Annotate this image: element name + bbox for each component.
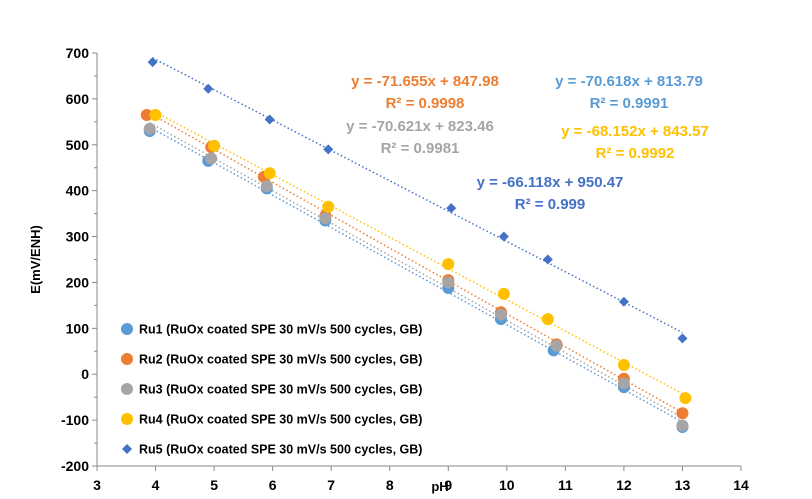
trendline-equation: y = -71.655x + 847.98 <box>351 73 499 90</box>
trendline <box>155 111 686 396</box>
data-point <box>677 333 688 344</box>
data-point <box>617 377 630 390</box>
data-point <box>446 203 457 214</box>
legend-marker <box>121 353 133 365</box>
data-points <box>140 57 692 433</box>
y-tick-label: -100 <box>61 412 89 428</box>
data-point <box>676 407 689 420</box>
y-axis-label: E(mV/ENH) <box>28 225 43 294</box>
trendline-r2: R² = 0.9991 <box>590 95 669 112</box>
data-point <box>323 144 334 155</box>
y-tick-label: 200 <box>66 274 90 290</box>
data-point <box>205 152 218 165</box>
y-tick-label: 700 <box>66 45 90 61</box>
legend-marker <box>121 383 133 395</box>
trendline-equation: y = -68.152x + 843.57 <box>561 123 709 140</box>
data-point <box>618 296 629 307</box>
trendline-equation: y = -70.618x + 813.79 <box>555 73 703 90</box>
trendline-r2: R² = 0.9998 <box>386 95 465 112</box>
x-tick-label: 14 <box>733 477 749 493</box>
data-point <box>617 359 630 372</box>
data-point <box>263 167 276 180</box>
x-tick-label: 13 <box>675 477 691 493</box>
data-point <box>147 57 158 68</box>
y-tick-label: 500 <box>66 137 90 153</box>
data-point <box>203 83 214 94</box>
trendline <box>149 122 683 419</box>
data-point <box>442 258 455 271</box>
trendline-r2: R² = 0.9992 <box>596 145 675 162</box>
data-point <box>140 108 153 121</box>
data-point <box>149 108 162 121</box>
trendline-r2: R² = 0.999 <box>515 196 585 213</box>
x-tick-label: 3 <box>93 477 101 493</box>
data-point <box>322 200 335 213</box>
x-tick-label: 12 <box>616 477 632 493</box>
data-point <box>208 139 221 152</box>
data-point <box>494 308 507 321</box>
data-point <box>264 114 275 125</box>
data-point <box>442 276 455 289</box>
trendline-equation: y = -66.118x + 950.47 <box>477 174 624 191</box>
data-point <box>542 254 553 265</box>
trendline-r2: R² = 0.9981 <box>381 140 460 157</box>
legend-label: Ru3 (RuOx coated SPE 30 mV/s 500 cycles,… <box>139 383 422 397</box>
x-tick-label: 7 <box>327 477 335 493</box>
legend-marker <box>121 413 133 425</box>
data-point <box>497 287 510 300</box>
x-tick-label: 10 <box>499 477 515 493</box>
y-tick-label: 600 <box>66 91 90 107</box>
data-point <box>676 419 689 432</box>
data-point <box>550 339 563 352</box>
y-tick-label: 100 <box>66 320 90 336</box>
x-tick-label: 6 <box>269 477 277 493</box>
trendline <box>152 57 683 334</box>
x-tick-label: 5 <box>210 477 218 493</box>
x-axis-label: pH <box>431 479 448 494</box>
x-tick-label: 11 <box>558 477 573 493</box>
legend-marker <box>121 323 133 335</box>
y-tick-label: -200 <box>61 458 89 474</box>
x-tick-label: 4 <box>152 477 160 493</box>
y-tick-label: 300 <box>66 229 90 245</box>
trendline-equation: y = -70.621x + 823.46 <box>346 118 494 135</box>
legend-label: Ru2 (RuOx coated SPE 30 mV/s 500 cycles,… <box>139 353 422 367</box>
y-tick-label: 0 <box>81 366 89 382</box>
data-point <box>498 231 509 242</box>
legend-label: Ru4 (RuOx coated SPE 30 mV/s 500 cycles,… <box>139 413 422 427</box>
trendline-equations: y = -70.618x + 813.79 R² = 0.9991 y = -71.… <box>346 73 709 213</box>
y-tick-label: 400 <box>66 183 90 199</box>
trendline <box>149 126 683 423</box>
legend-label: Ru1 (RuOx coated SPE 30 mV/s 500 cycles,… <box>139 323 422 337</box>
data-point <box>260 180 273 193</box>
axes: -200 -100 0 100 200 300 400 500 600 700 3 4 5 6 7 8 9 10 1… <box>61 45 749 493</box>
legend-marker <box>122 444 132 454</box>
data-point <box>319 212 332 225</box>
data-point <box>541 313 554 326</box>
legend: Ru1 (RuOx coated SPE 30 mV/s 500 cycles,… <box>121 323 422 457</box>
legend-label: Ru5 (RuOx coated SPE 30 mV/s 500 cycles,… <box>139 443 422 457</box>
data-point <box>143 122 156 135</box>
x-tick-label: 9 <box>444 477 452 493</box>
trendlines <box>146 57 686 423</box>
data-point <box>679 392 692 405</box>
x-tick-label: 8 <box>386 477 394 493</box>
